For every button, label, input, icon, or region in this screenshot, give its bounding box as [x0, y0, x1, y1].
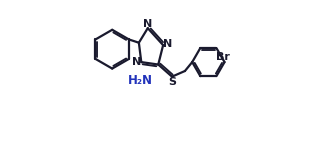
Text: N: N — [143, 19, 152, 29]
Text: Br: Br — [216, 52, 230, 62]
Text: H₂N: H₂N — [128, 74, 153, 87]
Text: N: N — [163, 38, 172, 49]
Text: S: S — [168, 77, 176, 87]
Text: N: N — [132, 57, 141, 67]
